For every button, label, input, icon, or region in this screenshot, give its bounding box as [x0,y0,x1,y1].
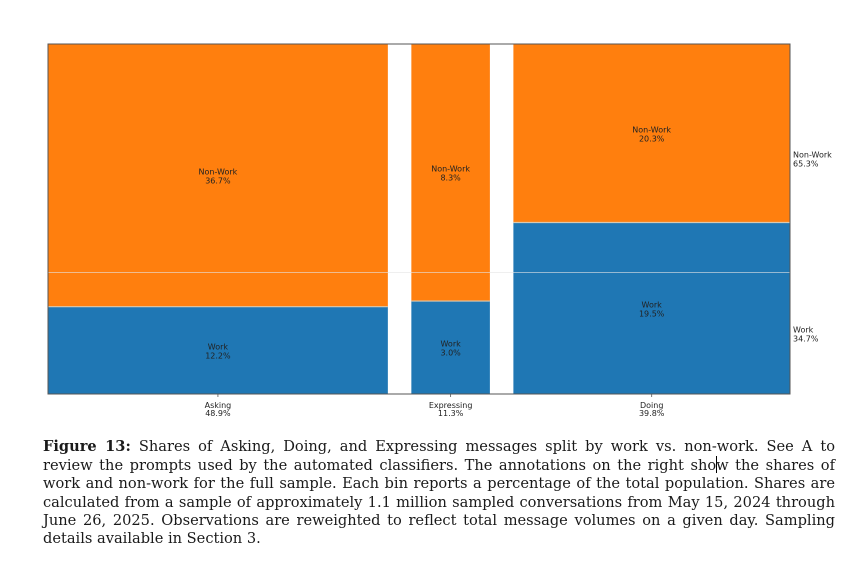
right-annotation-non-work-value: 65.3% [793,159,819,168]
bar-label-work-name: Work [440,340,461,349]
bar-label-work-value: 19.5% [639,309,665,318]
x-tick-share-asking: 48.9% [205,409,231,418]
bar-label-work-value: 12.2% [205,351,231,360]
caption-label: Figure 13: [43,438,131,455]
bar-label-nonwork-value: 36.7% [205,176,231,185]
x-tick-label-doing: Doing [640,401,663,410]
bar-label-nonwork-value: 20.3% [639,134,665,143]
x-tick-share-doing: 39.8% [639,409,665,418]
right-annotation-work-name: Work [793,325,814,334]
bar-label-work-name: Work [208,342,229,351]
right-annotation-work-value: 34.7% [793,334,819,343]
x-tick-label-expressing: Expressing [429,401,473,410]
caption-text-part1: Shares of Asking, Doing, and Expressing … [43,438,835,475]
bar-work-doing [513,222,790,394]
caption-text-part2: w the shares of work and non-work for th… [43,457,835,548]
bar-label-work-name: Work [642,300,663,309]
text-cursor [716,456,718,474]
bar-work-asking [48,306,388,394]
chart-columns: Non-Work36.7%Work12.2%Non-Work8.3%Work3.… [48,44,790,394]
mosaic-chart: Non-Work36.7%Work12.2%Non-Work8.3%Work3.… [47,43,832,418]
bar-label-nonwork-name: Non-Work [632,125,671,134]
bar-label-nonwork-name: Non-Work [199,167,238,176]
bar-label-work-value: 3.0% [440,349,461,358]
right-annotation-non-work-name: Non-Work [793,150,832,159]
axes-frame [47,43,791,395]
bar-label-nonwork-name: Non-Work [431,165,470,174]
x-tick-label-asking: Asking [205,401,232,410]
bar-label-nonwork-value: 8.3% [440,174,461,183]
x-tick-share-expressing: 11.3% [438,409,464,418]
figure-caption: Figure 13: Shares of Asking, Doing, and … [43,438,835,548]
bar-nonwork-doing [513,44,790,223]
bar-work-expressing [411,301,490,394]
bar-nonwork-asking [48,44,388,307]
bar-nonwork-expressing [411,44,490,302]
